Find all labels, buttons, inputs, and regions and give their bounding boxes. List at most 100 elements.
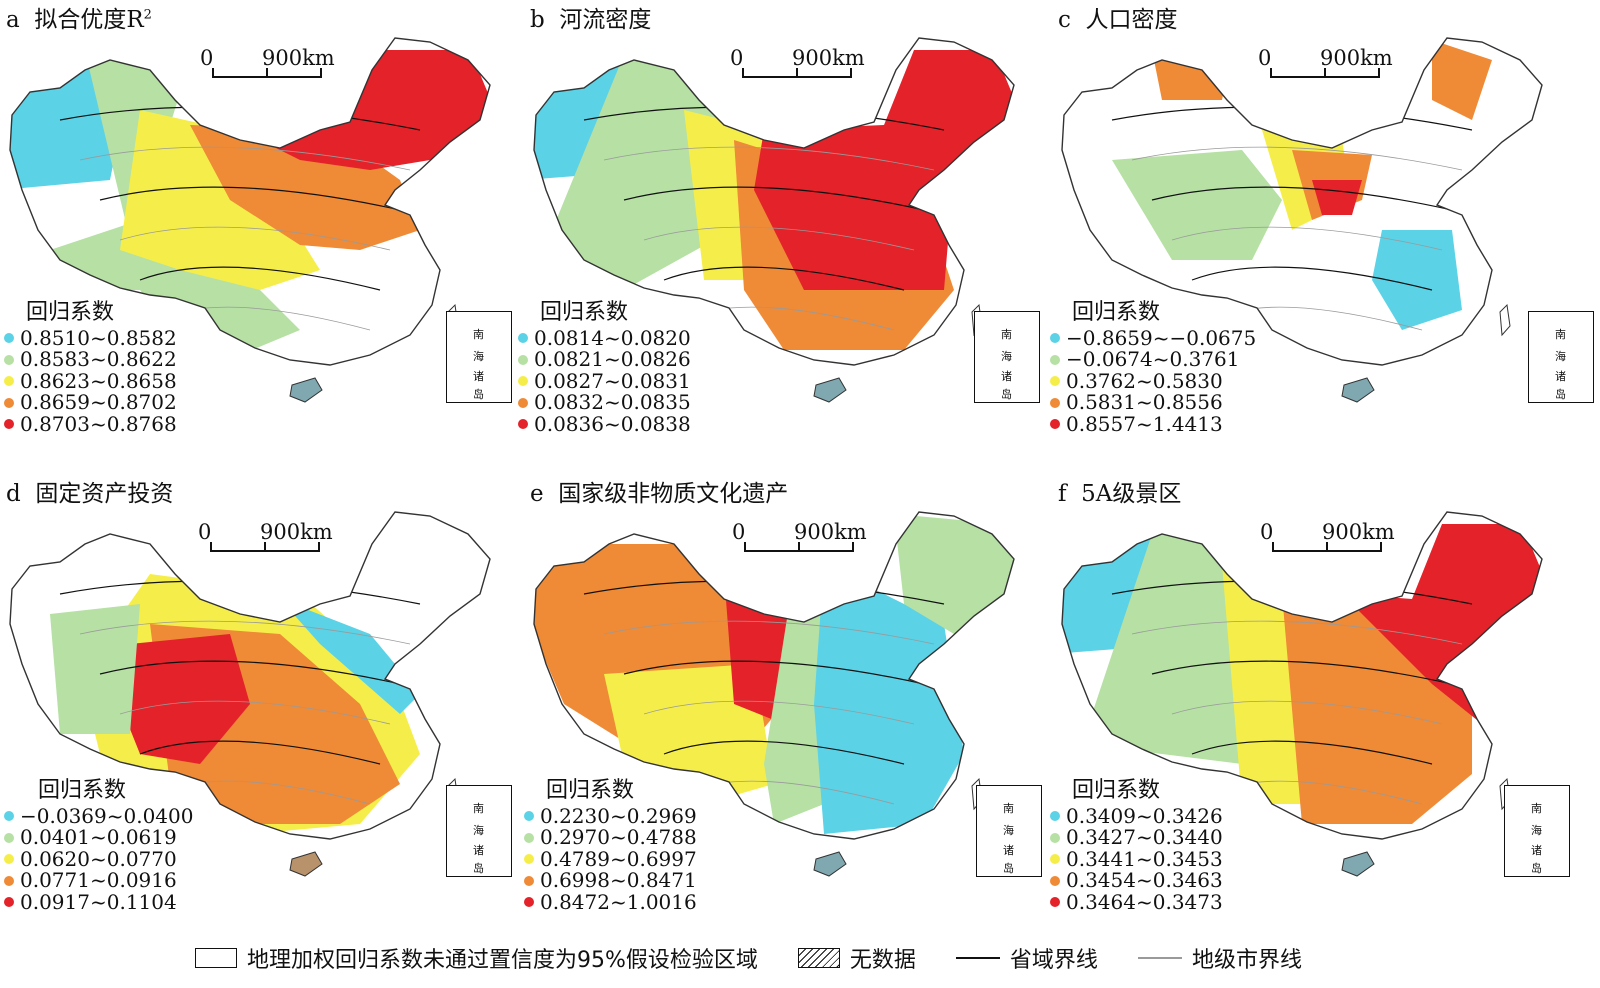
- map-f: [1061, 511, 1543, 877]
- panel-title: a 拟合优度R2: [6, 7, 152, 33]
- legend-dot: [4, 333, 14, 344]
- coefficient-zone-class3: [1222, 564, 1302, 804]
- panel-a-goodness-of-fit: a 拟合优度R2 0 900km 南海 诸岛 回归系数 0.8510~0.8582…: [0, 0, 520, 470]
- city-border: [1171, 226, 1443, 251]
- coefficient-zone-class3: [120, 110, 320, 290]
- hainan-island: [813, 377, 847, 403]
- coefficient-zone-class1: [1372, 230, 1462, 330]
- city-border: [1131, 620, 1463, 645]
- national-border: [9, 37, 491, 366]
- legend-range: 0.3441~0.3453: [1066, 846, 1223, 871]
- legend-dot: [1050, 397, 1060, 408]
- white-box-swatch: [195, 948, 237, 968]
- legend-dot: [524, 832, 534, 843]
- legend-range: −0.8659~−0.0675: [1066, 325, 1257, 350]
- national-border: [9, 511, 491, 840]
- legend-range: 0.8623~0.8658: [20, 368, 177, 393]
- legend-dot: [4, 854, 14, 865]
- legend-range: 0.0821~0.0826: [534, 347, 691, 371]
- coefficient-zone-class5: [754, 50, 1014, 290]
- panel-title: f 5A级景区: [1058, 481, 1182, 507]
- city-border: [603, 146, 935, 171]
- legend-range: 0.6998~0.8471: [540, 868, 697, 892]
- province-border: [1151, 660, 1453, 685]
- panel-title: b 河流密度: [530, 7, 652, 33]
- map-b: [533, 37, 1015, 403]
- scale-bar: 0 900km: [732, 520, 882, 560]
- national-border: [533, 511, 1015, 840]
- province-border: [99, 186, 401, 211]
- hainan-island: [289, 377, 323, 403]
- province-border: [623, 660, 925, 685]
- coefficient-zone-class2: [20, 38, 300, 355]
- legend-not-significant: 地理加权回归系数未通过置信度为95%假设检验区域: [195, 942, 758, 974]
- south-china-sea-inset: 南海 诸岛: [1528, 311, 1594, 403]
- legend-a: 回归系数 0.8510~0.8582 0.8583~0.8622 0.8623~…: [4, 302, 177, 435]
- scale-bar: 0 900km: [1258, 46, 1408, 86]
- city-border: [1171, 700, 1443, 725]
- panel-title: e 国家级非物质文化遗产: [530, 481, 789, 507]
- map-a: [9, 37, 491, 403]
- coefficient-zone-class2: [50, 604, 140, 734]
- panel-d-fixed-asset-investment: d 固定资产投资 0 900km 南海 诸岛 回归系数 −0.0369~0.040…: [0, 474, 520, 944]
- legend-range: 0.3409~0.3426: [1066, 803, 1223, 828]
- legend-dot: [4, 419, 14, 430]
- legend-dot: [518, 354, 528, 365]
- legend-dot: [1050, 376, 1060, 387]
- coefficient-zone-class2: [764, 574, 824, 824]
- hainan-island: [289, 851, 323, 877]
- legend-range: 0.4789~0.6997: [540, 846, 697, 871]
- legend-dot: [1050, 354, 1060, 365]
- legend-dot: [1050, 333, 1060, 344]
- legend-city-line: 地级市界线: [1137, 942, 1302, 974]
- legend-dot: [524, 811, 534, 822]
- national-border: [533, 37, 1015, 366]
- legend-range: 0.8472~1.0016: [540, 889, 697, 914]
- province-border: [1191, 740, 1433, 765]
- coefficient-zone-class5: [120, 634, 250, 764]
- legend-range: 0.2970~0.4788: [540, 825, 697, 849]
- legend-range: 0.8583~0.8622: [20, 347, 177, 371]
- province-border: [99, 660, 401, 685]
- legend-dot: [1050, 419, 1060, 430]
- city-border: [643, 226, 915, 251]
- legend-range: 0.0832~0.0835: [534, 390, 691, 414]
- province-border: [139, 266, 381, 291]
- coefficient-zone-class5: [1312, 180, 1362, 215]
- panel-e-intangible-heritage: e 国家级非物质文化遗产 0 900km 南海 诸岛 回归系数 0.2230~0.…: [524, 474, 1044, 944]
- legend-dot: [1050, 811, 1060, 822]
- coefficient-zone-class2: [894, 514, 1014, 634]
- legend-c: 回归系数 −0.8659~−0.0675 −0.0674~0.3761 0.37…: [1050, 302, 1256, 435]
- legend-dot: [4, 897, 14, 908]
- legend-range: 0.8510~0.8582: [20, 325, 177, 350]
- panel-title: c 人口密度: [1058, 7, 1178, 33]
- legend-range: 0.3454~0.3463: [1066, 868, 1223, 892]
- legend-dot: [524, 875, 534, 886]
- panel-title: d 固定资产投资: [6, 481, 174, 507]
- city-border: [119, 226, 391, 251]
- legend-dot: [1050, 854, 1060, 865]
- coefficient-zone-class4: [1432, 40, 1492, 120]
- legend-range: 0.0827~0.0831: [534, 368, 691, 393]
- hainan-island: [1341, 377, 1375, 403]
- legend-dot: [524, 854, 534, 865]
- city-border: [603, 620, 935, 645]
- south-china-sea-inset: 南海 诸岛: [446, 311, 512, 403]
- legend-dot: [518, 376, 528, 387]
- south-china-sea-inset: 南海 诸岛: [976, 785, 1042, 877]
- legend-range: 0.8659~0.8702: [20, 390, 177, 414]
- scale-bar: 0 900km: [1260, 520, 1410, 560]
- shared-legend: 地理加权回归系数未通过置信度为95%假设检验区域 无数据 省域界线 地级市界线: [195, 940, 1455, 976]
- legend-range: −0.0674~0.3761: [1066, 347, 1240, 371]
- hatch-swatch: [797, 948, 840, 968]
- city-line-swatch: [1137, 957, 1182, 959]
- legend-dot: [4, 811, 14, 822]
- legend-dot: [1050, 832, 1060, 843]
- province-border: [663, 266, 905, 291]
- city-border: [79, 146, 411, 171]
- city-border: [1131, 146, 1463, 171]
- scale-bar: 0 900km: [198, 520, 348, 560]
- legend-f: 回归系数 0.3409~0.3426 0.3427~0.3440 0.3441~…: [1050, 780, 1223, 913]
- coefficient-zone-class1: [814, 564, 964, 834]
- province-border: [623, 186, 925, 211]
